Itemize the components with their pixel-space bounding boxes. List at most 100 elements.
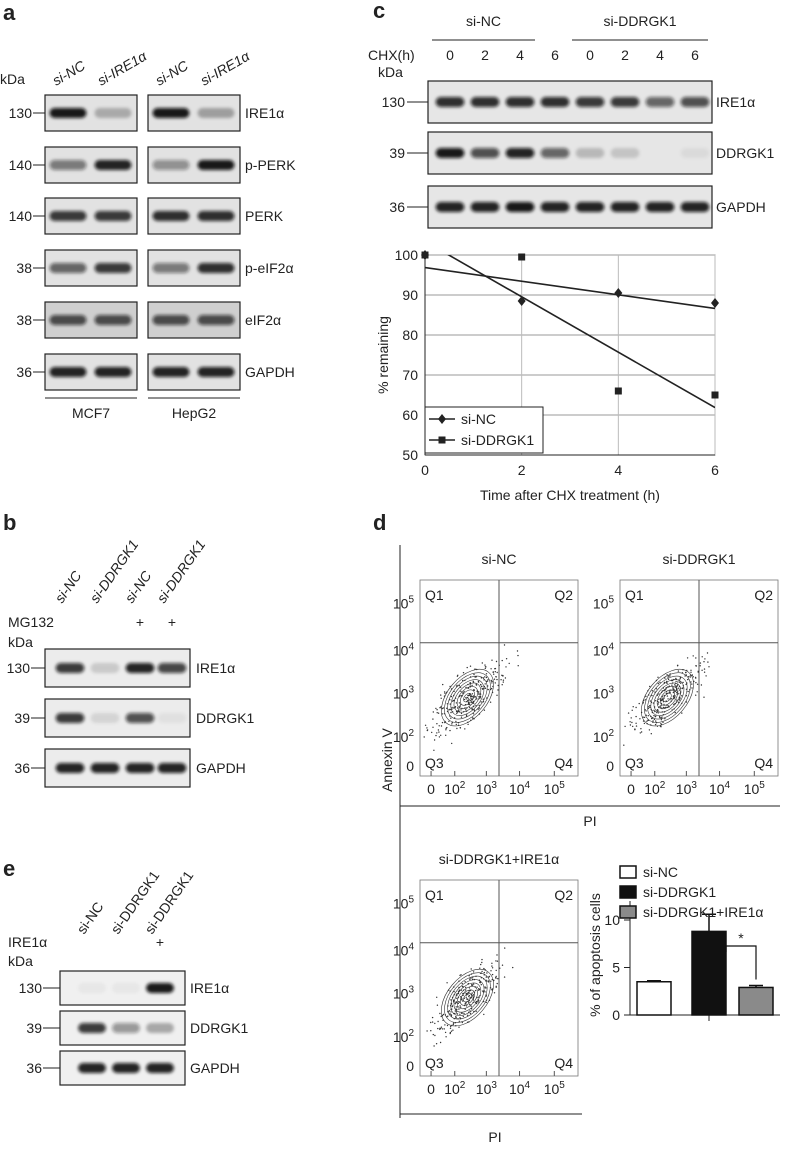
event-dot	[471, 693, 474, 695]
event-dot	[491, 967, 494, 969]
band	[90, 663, 120, 673]
event-dot	[687, 690, 689, 693]
event-dot	[456, 675, 459, 677]
event-dot	[436, 723, 438, 725]
event-dot	[451, 723, 453, 725]
event-dot	[662, 721, 664, 724]
kda-header: kDa	[378, 64, 403, 80]
event-dot	[682, 681, 684, 684]
event-dot	[460, 974, 462, 976]
y-tick-label-base: 10	[393, 943, 409, 959]
band	[610, 148, 640, 158]
contour	[453, 682, 482, 713]
event-dot	[658, 693, 660, 695]
event-dot	[456, 1013, 459, 1015]
event-dot	[476, 698, 478, 700]
kda-label: 39	[389, 145, 405, 161]
event-dot	[449, 729, 451, 732]
event-dot	[455, 720, 457, 723]
time-label: 6	[691, 47, 699, 63]
legend-swatch	[619, 885, 637, 899]
panel-label: d	[373, 510, 386, 535]
event-dot	[496, 960, 499, 962]
x-tick-label-exp: 2	[460, 1080, 466, 1091]
event-dot	[484, 667, 486, 670]
protein-label: GAPDH	[245, 364, 295, 380]
event-dot	[703, 671, 706, 673]
event-dot	[656, 711, 658, 714]
event-dot	[432, 726, 434, 728]
event-dot	[464, 981, 466, 983]
x-tick-label-exp: 3	[491, 780, 497, 791]
event-dot	[438, 736, 441, 738]
event-dot	[484, 683, 486, 685]
y-tick-label-exp: 3	[408, 685, 414, 696]
event-dot	[437, 1020, 439, 1023]
event-dot	[657, 682, 659, 685]
event-dot	[667, 676, 669, 678]
event-dot	[440, 1026, 443, 1028]
event-dot	[441, 713, 443, 715]
event-dot	[465, 715, 468, 717]
event-dot	[458, 708, 460, 710]
band	[94, 108, 132, 118]
event-dot	[456, 727, 458, 730]
axis-label: % remaining	[375, 316, 391, 394]
band	[505, 202, 535, 212]
legend-marker	[438, 414, 446, 424]
event-dot	[478, 707, 481, 709]
band	[55, 663, 85, 673]
y-tick-label: 10	[604, 912, 620, 928]
event-dot	[424, 724, 427, 726]
event-dot	[647, 715, 649, 717]
x-tick-label-base: 10	[444, 781, 460, 797]
protein-label: DDRGK1	[716, 145, 775, 161]
x-tick-label-exp: 2	[660, 780, 666, 791]
event-dot	[451, 706, 453, 709]
y-tick-label: 0	[612, 1007, 620, 1023]
event-dot	[704, 658, 706, 660]
kda-label: 36	[26, 1060, 42, 1076]
event-dot	[681, 712, 683, 714]
event-dot	[491, 965, 493, 967]
quadrant-label: Q4	[554, 755, 573, 771]
event-dot	[495, 977, 497, 979]
event-dot	[691, 687, 693, 689]
event-dot	[450, 1014, 453, 1016]
band	[197, 367, 235, 377]
event-dot	[651, 690, 654, 692]
time-label: 2	[481, 47, 489, 63]
y-tick-label: 105	[393, 895, 415, 912]
x-tick-label-base: 10	[709, 781, 725, 797]
event-dot	[474, 696, 476, 698]
event-dot	[692, 655, 694, 657]
event-dot	[487, 679, 489, 681]
y-tick-label-exp: 5	[408, 595, 414, 606]
event-dot	[472, 999, 475, 1001]
protein-label: IRE1α	[196, 660, 235, 676]
y-tick-label: 105	[593, 595, 615, 612]
band	[146, 983, 174, 993]
event-dot	[679, 698, 681, 700]
contour	[463, 993, 472, 1003]
y-tick-label: 103	[393, 685, 415, 702]
event-dot	[501, 964, 504, 966]
event-dot	[649, 706, 651, 709]
event-dot	[459, 727, 461, 729]
event-dot	[649, 685, 651, 688]
event-dot	[440, 725, 443, 727]
event-dot	[654, 723, 657, 726]
event-dot	[667, 698, 669, 700]
event-dot	[516, 650, 519, 652]
event-dot	[455, 702, 458, 704]
band	[435, 97, 465, 107]
panel-label: b	[3, 510, 16, 535]
event-dot	[672, 688, 675, 690]
kda-label: 130	[9, 105, 33, 121]
event-dot	[649, 705, 651, 707]
event-dot	[460, 695, 462, 697]
event-dot	[482, 698, 484, 700]
significance-label: *	[738, 930, 744, 946]
event-dot	[448, 709, 450, 711]
event-dot	[469, 978, 471, 981]
